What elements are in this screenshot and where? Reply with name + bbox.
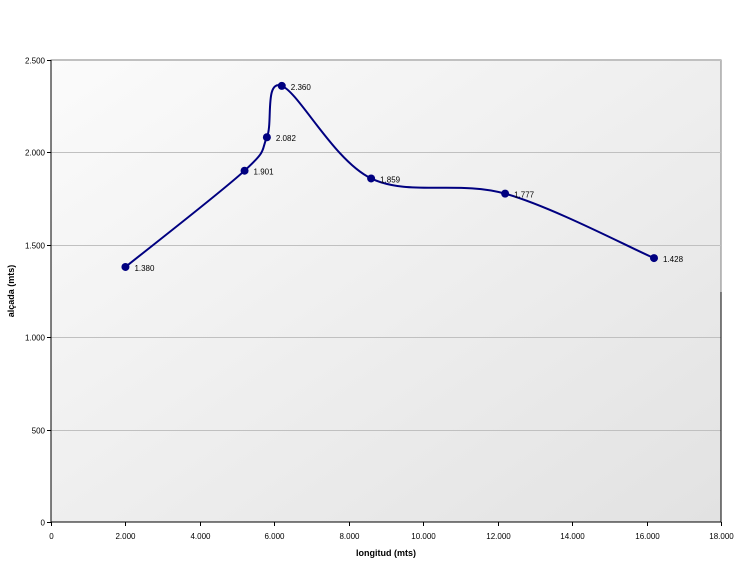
axes (47, 60, 722, 526)
data-label: 1.901 (254, 168, 275, 177)
y-tick-label: 0 (41, 519, 46, 528)
gridlines (51, 60, 721, 431)
x-tick-label: 10.000 (411, 532, 436, 541)
data-point (121, 262, 130, 271)
data-point (367, 174, 376, 183)
data-point (650, 254, 658, 263)
data-point (501, 189, 510, 198)
data-labels: 1.380 1.901 2.082 2.360 1.859 1.777 1.428 (134, 83, 683, 273)
data-markers (121, 81, 658, 271)
y-tick-label: 1.000 (25, 334, 46, 343)
x-tick-label: 14.000 (560, 532, 585, 541)
x-tick-label: 12.000 (486, 532, 511, 541)
x-tick-label: 4.000 (190, 532, 211, 541)
x-tick-label: 0 (49, 532, 54, 541)
data-point (262, 133, 271, 142)
plot-area (50, 59, 722, 523)
plot-background (50, 59, 722, 523)
data-label: 1.859 (380, 175, 401, 184)
y-tick-label: 2.000 (25, 149, 46, 158)
y-tick-label: 2.500 (25, 57, 46, 66)
y-axis-title: alçada (mts) (6, 265, 16, 318)
data-label: 1.777 (514, 191, 535, 200)
y-tick-label: 1.500 (25, 242, 46, 251)
series-line-group (124, 84, 655, 268)
y-tick-label: 500 (32, 427, 46, 436)
data-label: 1.380 (134, 264, 155, 273)
x-tick-label: 16.000 (635, 532, 660, 541)
x-tick-label: 18.000 (709, 532, 734, 541)
tick-labels: 0 500 1.000 1.500 2.000 2.500 0 2.000 4.000 6.000… (25, 57, 734, 542)
x-tick-label: 2.000 (115, 532, 136, 541)
data-point (240, 166, 249, 175)
data-label: 2.360 (291, 83, 312, 92)
data-point (277, 81, 286, 90)
series-line (124, 84, 655, 268)
x-axis-title: longitud (mts) (356, 548, 416, 558)
data-label: 1.428 (663, 255, 684, 264)
x-tick-label: 8.000 (339, 532, 360, 541)
x-tick-label: 6.000 (264, 532, 285, 541)
data-label: 2.082 (276, 134, 297, 143)
